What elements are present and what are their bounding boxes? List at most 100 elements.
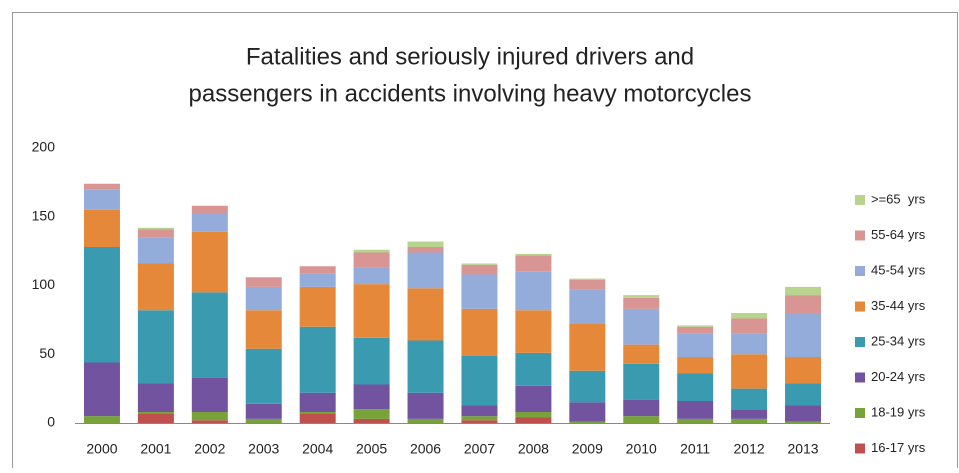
bar-segment	[623, 344, 660, 364]
bar-segment	[461, 308, 498, 356]
bar-segment	[569, 280, 606, 290]
bar-segment	[461, 264, 498, 275]
bar-segment	[137, 263, 174, 311]
bar-segment	[245, 403, 282, 419]
bar-segment	[137, 412, 174, 414]
bar-segment	[299, 273, 336, 287]
bar-segment	[191, 420, 228, 423]
x-tick-label: 2009	[572, 441, 603, 457]
x-tick-label: 2003	[248, 441, 279, 457]
bar-segment	[191, 205, 228, 214]
bar-segment	[677, 357, 714, 374]
bar-segment	[515, 385, 552, 412]
bar-segment	[569, 289, 606, 324]
bar-segment	[461, 263, 498, 265]
bar-segment	[137, 383, 174, 412]
bar-segment	[137, 310, 174, 384]
x-tick-label: 2011	[680, 441, 710, 457]
bar-segment	[245, 418, 282, 423]
x-tick-label: 2008	[518, 441, 549, 457]
bar-segment	[569, 278, 606, 280]
x-tick-label: 2002	[194, 441, 225, 457]
bar-segment	[515, 271, 552, 311]
x-tick-label: 2012	[734, 441, 765, 457]
bar-segment	[623, 295, 660, 298]
bar-segment	[731, 418, 768, 423]
bar-segment	[83, 247, 120, 363]
bar-segment	[353, 267, 390, 285]
bar-segment	[353, 252, 390, 268]
x-tick-label: 2000	[86, 441, 117, 457]
legend-label: 55-64 yrs	[871, 227, 926, 242]
bar-segment	[515, 412, 552, 418]
x-tick-label: 2013	[787, 441, 818, 457]
bar-segment	[407, 241, 444, 247]
legend-swatch	[855, 408, 865, 418]
bar-segment	[299, 326, 336, 393]
bar-segment	[353, 418, 390, 423]
bar-segment	[731, 388, 768, 410]
bar-segment	[353, 384, 390, 410]
bar-segment	[299, 286, 336, 327]
chart-title: Fatalities and seriously injured drivers…	[246, 43, 694, 70]
bar-segment	[299, 266, 336, 274]
bar-segment	[623, 416, 660, 423]
legend-swatch	[855, 301, 865, 312]
bar-segment	[677, 373, 714, 401]
chart-title: passengers in accidents involving heavy …	[189, 80, 752, 107]
bar-segment	[677, 418, 714, 423]
bar-segment	[677, 326, 714, 334]
bar-segment	[785, 286, 822, 296]
bar-segment	[785, 405, 822, 422]
bar-segment	[677, 333, 714, 357]
x-tick-label: 2001	[140, 441, 171, 457]
y-tick-label: 50	[39, 345, 55, 361]
bar-segment	[785, 295, 822, 313]
bar-segment	[677, 325, 714, 327]
legend-label: 25-34 yrs	[871, 333, 926, 348]
bar-segment	[785, 383, 822, 406]
legend-label: 45-54 yrs	[871, 262, 926, 277]
bar-segment	[623, 297, 660, 309]
bar-segment	[515, 255, 552, 272]
bar-segment	[515, 417, 552, 423]
y-tick-label: 150	[32, 207, 56, 223]
bar-segment	[353, 337, 390, 385]
bar-segment	[245, 286, 282, 311]
bar-segment	[785, 313, 822, 357]
bar-segment	[785, 357, 822, 384]
x-tick-label: 2005	[356, 441, 387, 457]
bar-segment	[83, 189, 120, 210]
bar-segment	[785, 421, 822, 423]
y-tick-label: 200	[32, 139, 56, 155]
bar-segment	[623, 363, 660, 400]
bar-segment	[623, 308, 660, 345]
bar-segment	[515, 253, 552, 256]
bar-segment	[83, 183, 120, 190]
x-tick-label: 2006	[410, 441, 441, 457]
x-tick-label: 2007	[464, 441, 495, 457]
x-tick-label: 2004	[302, 441, 333, 457]
bar-segment	[191, 231, 228, 293]
bar-segment	[245, 310, 282, 349]
y-tick-label: 0	[47, 414, 55, 430]
legend-label: 18-19 yrs	[871, 404, 926, 419]
legend-swatch	[855, 337, 865, 347]
bar-segment	[191, 292, 228, 378]
bar-segment	[461, 274, 498, 309]
bar-segment	[191, 377, 228, 412]
legend-swatch	[855, 372, 865, 383]
bar-segment	[353, 284, 390, 338]
bar-segment	[245, 277, 282, 287]
legend-swatch	[855, 230, 865, 241]
bar-segment	[299, 392, 336, 412]
legend-swatch	[855, 266, 865, 276]
bar-segment	[83, 416, 120, 423]
bar-segment	[83, 209, 120, 247]
bar-segment	[731, 354, 768, 389]
bar-segment	[731, 313, 768, 319]
bar-segment	[407, 288, 444, 341]
legend-swatch	[855, 195, 865, 205]
